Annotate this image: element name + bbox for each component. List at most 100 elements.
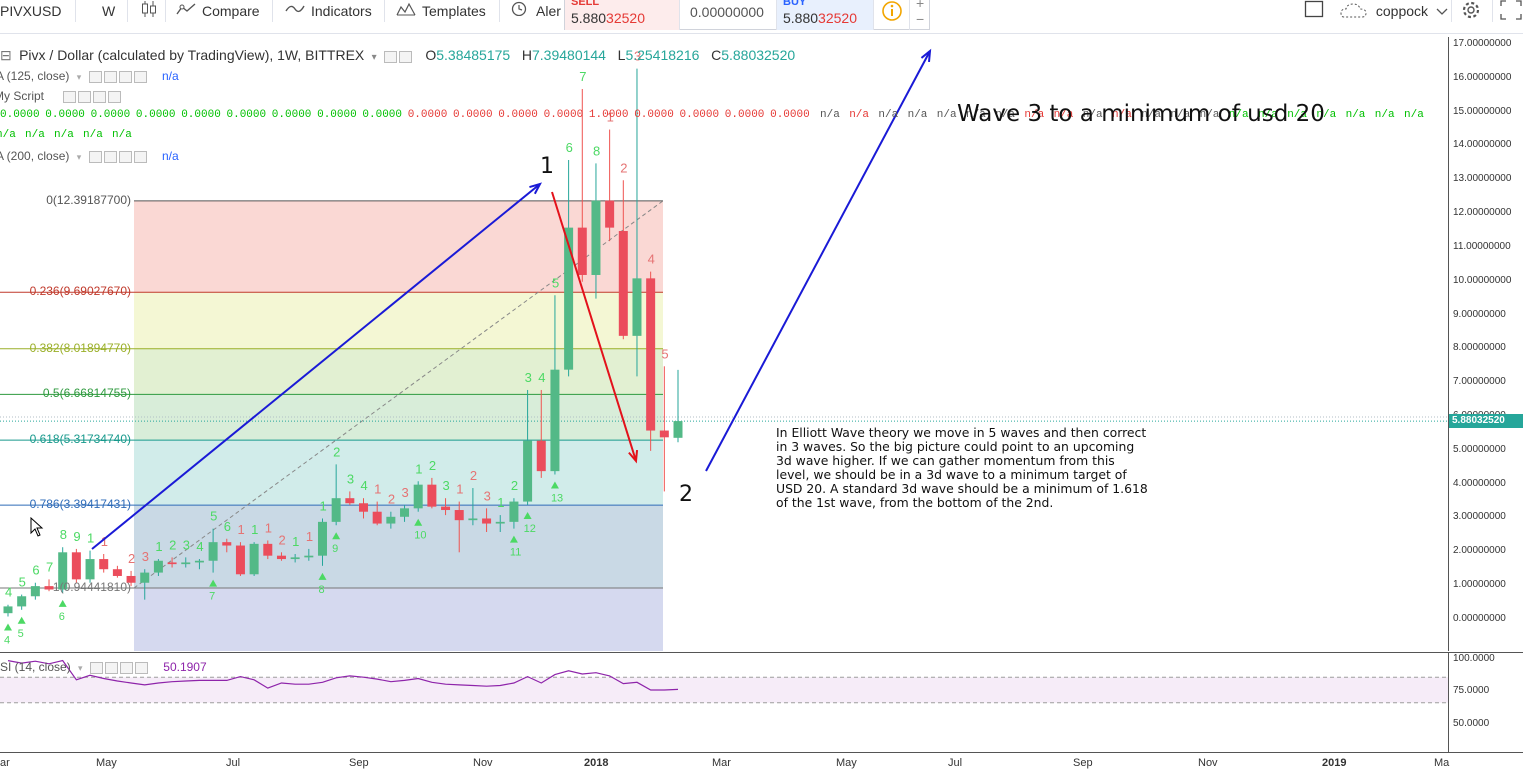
eye-icon[interactable]	[384, 50, 397, 63]
script-value: 0.0000	[181, 109, 221, 121]
script-value: n/a	[995, 109, 1015, 121]
wave2-label[interactable]: 2	[679, 482, 693, 507]
time-tick: Ma	[1434, 757, 1450, 769]
close-icon[interactable]	[133, 150, 147, 163]
chevron-down-icon[interactable]: ▾	[371, 52, 377, 63]
settings-icon[interactable]	[104, 661, 118, 674]
plus-icon[interactable]: +	[916, 0, 925, 11]
eye-icon[interactable]	[89, 661, 103, 674]
settings-icon[interactable]	[103, 70, 117, 83]
time-tick: May	[96, 757, 117, 769]
candle-body	[345, 498, 355, 504]
script-value: 0.0000	[317, 109, 357, 121]
chart-style-button[interactable]	[141, 0, 157, 22]
interval-button[interactable]: W	[102, 0, 115, 22]
alert-button[interactable]: Aler	[510, 0, 561, 22]
candle-body	[276, 555, 286, 560]
fib-level-label: 1(0.94441810)	[52, 579, 131, 594]
wave3-arrow	[705, 50, 931, 472]
chevron-down-icon[interactable]: ▾	[76, 72, 82, 82]
rsi-axis[interactable]: 100.0000 75.0000 50.0000	[1448, 652, 1523, 752]
candle-body	[482, 518, 492, 524]
info-button[interactable]	[873, 0, 909, 30]
wave1-arrow-head	[529, 182, 542, 195]
username-label: coppock	[1375, 3, 1429, 19]
price-tick: 15.00000000	[1453, 105, 1512, 117]
script-value: 0.0000	[135, 109, 176, 121]
elliott-wave-note[interactable]: In Elliott Wave theory we move in 5 wave…	[776, 425, 1148, 510]
user-menu-button[interactable]: coppock	[1340, 0, 1448, 22]
candle-body	[153, 560, 163, 573]
price-tick: 7.00000000	[1453, 376, 1506, 388]
eye-icon[interactable]	[88, 70, 102, 83]
compare-button[interactable]: Compare	[176, 0, 260, 22]
candles-icon	[142, 1, 156, 17]
settings-icon[interactable]	[78, 90, 92, 103]
wave1-label[interactable]: 1	[540, 154, 554, 179]
rsi-pane[interactable]: SI (14, close) ▾ 50.1907	[0, 652, 1448, 752]
sell-button[interactable]: SELL 5.88032520	[565, 0, 679, 30]
script-legend[interactable]: My Script	[0, 89, 123, 103]
last-price-badge: 5.88032520	[1449, 414, 1523, 429]
td-count-label: 1	[319, 498, 326, 513]
time-axis[interactable]: ar May Jul Sep Nov 2018 Mar May Jul Sep Nov 2019 Ma	[0, 752, 1523, 773]
buy-button[interactable]: BUY 5.88032520	[777, 0, 873, 30]
eye-icon[interactable]	[63, 90, 77, 103]
symbol-search-button[interactable]: PIVXUSD	[0, 0, 61, 22]
td-count-label: 3	[634, 49, 641, 64]
ma125-legend[interactable]: MA (125, close) ▾ n/a	[0, 69, 179, 83]
settings-icon[interactable]	[103, 150, 117, 163]
add-icon[interactable]	[93, 90, 107, 103]
time-tick: Sep	[349, 757, 369, 769]
chevron-down-icon[interactable]: ▾	[78, 663, 83, 673]
script-value: 0.0000	[226, 109, 267, 121]
buy-sell-panel: SELL 5.88032520 0.00000000 BUY 5.8803252…	[564, 0, 930, 30]
fib-zone	[134, 440, 663, 506]
script-value: n/a	[820, 109, 840, 121]
price-axis[interactable]: 17.00000000 16.00000000 15.00000000 14.0000…	[1448, 37, 1523, 651]
series-title[interactable]: Pivx / Dollar (calculated by TradingView…	[19, 47, 365, 63]
settings-button[interactable]	[1461, 0, 1481, 22]
close-icon[interactable]	[134, 661, 148, 674]
candle-body	[30, 586, 40, 597]
candle-body	[372, 511, 382, 524]
indicators-button[interactable]: Indicators	[285, 0, 372, 22]
signal-count-label: 5	[18, 628, 24, 640]
td-count-label: 4	[5, 585, 12, 600]
rsi-legend[interactable]: SI (14, close) ▾ 50.1907	[0, 660, 207, 674]
cloud-icon	[1340, 3, 1367, 18]
quantity-stepper[interactable]: + −	[909, 0, 931, 30]
script-value: n/a	[1404, 109, 1424, 121]
add-icon[interactable]	[118, 70, 132, 83]
fib-zone	[134, 200, 663, 293]
fullscreen-button[interactable]	[1304, 0, 1324, 22]
settings-icon[interactable]	[399, 50, 412, 63]
buy-label: BUY	[783, 0, 807, 8]
eye-icon[interactable]	[88, 150, 102, 163]
td-count-label: 2	[333, 444, 340, 459]
script-value: n/a	[1287, 109, 1307, 121]
templates-button[interactable]: Templates	[396, 0, 486, 22]
add-icon[interactable]	[119, 661, 133, 674]
add-icon[interactable]	[118, 150, 132, 163]
wave3-annotation[interactable]: Wave 3 to a minimum of usd 20	[957, 101, 1325, 127]
signal-count-label: 13	[551, 493, 563, 505]
collapse-icon[interactable]: ⊟	[0, 47, 12, 63]
time-tick: ar	[0, 757, 10, 769]
minus-icon[interactable]: −	[916, 11, 925, 27]
td-count-label: 7	[46, 559, 53, 574]
rsi-chart[interactable]	[0, 653, 1448, 752]
signal-count-label: 10	[414, 530, 426, 542]
time-tick: 2019	[1322, 757, 1347, 769]
expand-button[interactable]	[1500, 0, 1522, 22]
td-count-label: 3	[183, 537, 190, 552]
candle-body	[112, 569, 122, 576]
candle-body	[413, 484, 423, 509]
price-tick: 4.00000000	[1453, 477, 1506, 489]
ma200-legend[interactable]: MA (200, close) ▾ n/a	[0, 149, 179, 163]
close-icon[interactable]	[108, 90, 122, 103]
chevron-down-icon[interactable]: ▾	[76, 152, 82, 162]
close-icon[interactable]	[133, 70, 147, 83]
